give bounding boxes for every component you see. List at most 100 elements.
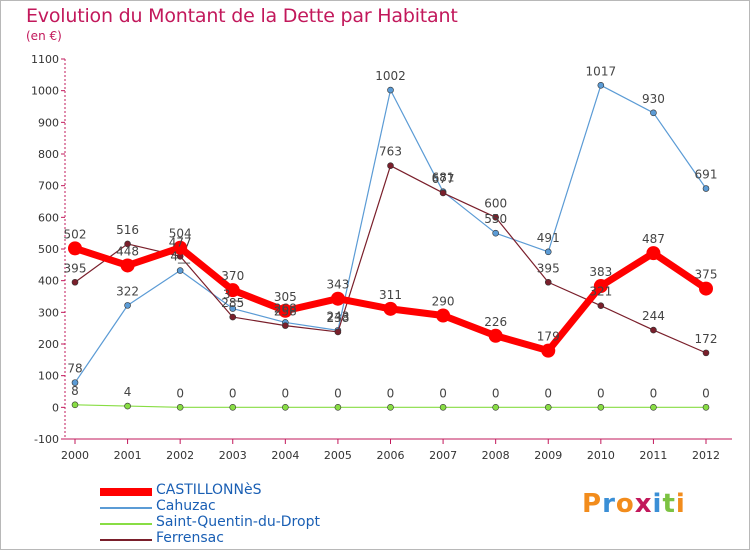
data-label: 1017 [586,64,617,78]
y-tick-label: 600 [38,211,59,224]
chart-title: Evolution du Montant de la Dette par Hab… [26,5,458,27]
data-label: 343 [326,278,349,292]
y-tick-label: 300 [38,306,59,319]
data-label: 763 [379,145,402,159]
data-point [278,303,293,318]
logo-letter: x [634,489,653,519]
data-point [492,404,499,411]
data-point [176,267,184,274]
data-label: 285 [221,296,244,310]
y-tick-label: -100 [34,433,59,446]
data-label: 516 [116,223,139,237]
data-point [173,240,188,255]
data-label: 268 [274,301,297,315]
data-point [282,404,289,411]
x-tick-label: 2003 [219,449,247,462]
data-label: 491 [537,231,560,245]
data-point [120,258,135,273]
data-label: 305 [274,290,297,304]
y-tick-label: 800 [38,148,59,161]
data-point [439,189,447,197]
data-label: 8 [71,384,79,398]
y-tick-label: 1000 [31,85,59,98]
data-label: 395 [537,261,560,275]
data-label: 930 [642,92,665,106]
legend-swatch [100,488,152,496]
logo-letter: t [662,489,676,519]
data-label: 0 [544,386,552,400]
y-tick-label: 0 [52,401,59,414]
data-point [702,185,710,192]
x-tick-label: 2011 [639,449,667,462]
data-point [702,349,710,357]
x-tick-label: 2001 [114,449,142,462]
logo-letter: o [615,489,635,519]
data-point [597,302,605,309]
data-label: 0 [650,386,658,400]
x-tick-label: 2009 [534,449,562,462]
data-point [439,404,447,411]
chart-subtitle: (en €) [26,29,62,43]
data-point [334,328,342,336]
y-tick-label: 1100 [31,53,59,66]
data-point [597,404,605,411]
data-label: 0 [282,386,290,400]
data-label: 0 [492,386,500,400]
data-label: 258 [274,305,297,319]
data-label: 600 [484,196,507,210]
data-label: 243 [326,309,349,323]
data-label: 395 [64,261,87,275]
data-point [650,404,657,411]
data-label: 691 [695,168,718,182]
legend-label: CASTILLONNèS [156,482,262,498]
y-tick-label: 900 [38,116,59,129]
data-label: 226 [484,315,507,329]
data-point [282,322,289,329]
data-label: 321 [589,285,612,299]
data-point [71,379,79,386]
data-label: 383 [589,265,612,279]
data-label: 0 [229,386,237,400]
proxiti-logo: Proxiti [582,489,686,519]
data-point [330,291,345,306]
data-point [699,281,713,296]
data-point [176,404,184,411]
x-tick-label: 2000 [61,449,89,462]
data-point [544,248,552,256]
data-point [229,404,237,411]
x-tick-label: 2008 [482,449,510,462]
data-point [68,241,82,256]
data-point [225,283,240,298]
legend-swatch [100,507,152,509]
legend-label: Ferrensac [156,530,224,546]
y-tick-label: 100 [38,370,59,383]
data-label: 172 [695,332,718,346]
logo-letter: i [675,489,686,519]
data-point [71,278,79,286]
data-label: 78 [67,362,82,376]
y-tick-label: 500 [38,243,59,256]
data-label: 370 [221,269,244,283]
data-label: 448 [116,244,139,258]
data-label: 0 [176,386,184,400]
data-point [597,81,605,89]
logo-letter: P [582,489,603,519]
legend-label: Cahuzac [156,498,216,514]
data-label: 1002 [375,69,406,83]
data-label: 311 [379,288,402,302]
data-label: 322 [116,284,139,298]
data-point [544,278,552,286]
data-point [387,162,394,170]
data-label: 677 [432,172,455,186]
data-label: 0 [387,386,395,400]
data-label: 290 [432,295,455,309]
data-point [229,313,237,321]
data-point [124,240,131,248]
data-label: 244 [642,309,665,323]
data-point [650,326,657,334]
x-tick-label: 2012 [692,449,720,462]
data-label: 0 [702,386,710,400]
data-label: 3__ [223,288,244,302]
data-point [383,301,398,316]
